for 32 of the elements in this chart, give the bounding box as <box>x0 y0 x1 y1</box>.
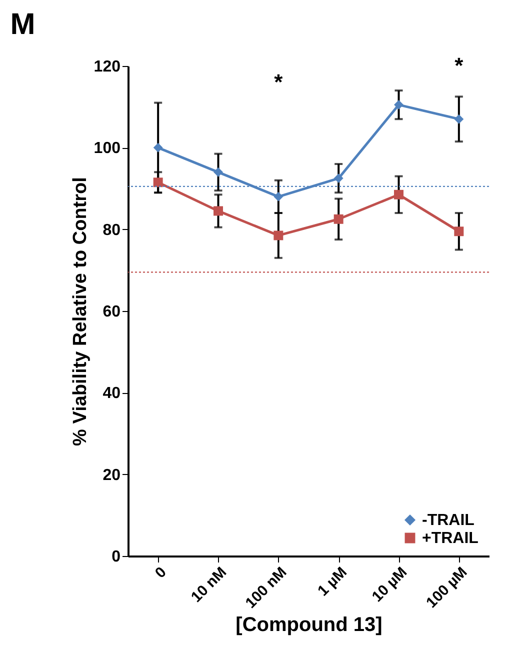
point <box>214 206 223 216</box>
y-tick-label: 100 <box>94 140 121 158</box>
legend-label: +TRAIL <box>422 530 479 547</box>
chart-title: M <box>10 8 36 41</box>
point <box>454 226 464 236</box>
x-tick-label: 10 µM <box>368 564 411 606</box>
point <box>274 192 284 202</box>
annotation: * <box>274 69 284 94</box>
point <box>394 190 404 200</box>
point <box>153 142 163 152</box>
x-tick-label: 1 µM <box>314 564 350 600</box>
x-tick-label: 0 <box>152 564 170 582</box>
point <box>274 230 284 240</box>
point <box>334 214 344 224</box>
y-tick-label: 0 <box>112 548 121 566</box>
x-tick-label: 100 µM <box>423 564 471 612</box>
point <box>394 100 404 110</box>
point <box>153 178 163 188</box>
annotation: * <box>454 53 464 78</box>
y-tick-label: 20 <box>102 466 121 484</box>
legend-label: -TRAIL <box>422 512 475 529</box>
x-tick-label: 10 nM <box>188 564 230 606</box>
point <box>214 167 223 177</box>
y-tick-label: 60 <box>102 304 121 320</box>
point <box>454 114 464 124</box>
y-tick-label: 40 <box>102 385 121 402</box>
x-tick-label: 100 nM <box>242 564 290 612</box>
x-axis-title: [Compound 13] <box>236 614 382 636</box>
point <box>334 174 344 184</box>
y-tick-label: 80 <box>102 222 121 239</box>
y-tick-label: 120 <box>94 58 121 76</box>
y-axis-title: % Viability Relative to Control <box>70 177 91 446</box>
